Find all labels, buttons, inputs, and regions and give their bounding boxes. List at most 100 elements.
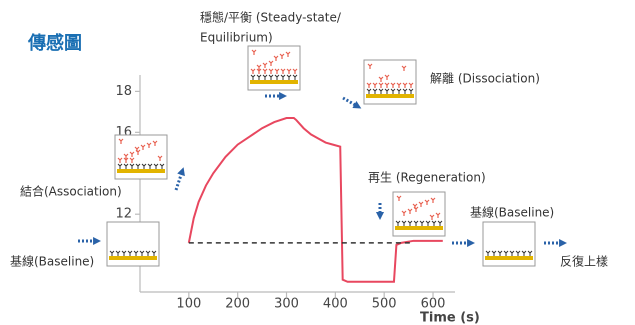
- receptor: [497, 250, 503, 256]
- sensor-surface: [366, 94, 414, 98]
- free-analyte: [152, 140, 158, 146]
- annotation: 解離 (Dissociation): [430, 72, 540, 86]
- receptor: [109, 250, 115, 256]
- free-analyte: [157, 155, 163, 161]
- sensor-illustration: [392, 191, 446, 237]
- bound-analyte: [366, 82, 372, 88]
- arrow-head: [279, 91, 287, 101]
- bound-analyte: [378, 82, 384, 88]
- annotation: Equilibrium): [200, 31, 273, 45]
- receptor: [135, 163, 141, 169]
- receptor: [151, 250, 157, 256]
- arrow-head: [467, 238, 475, 248]
- bound-analyte: [274, 68, 280, 74]
- bound-analyte: [396, 82, 402, 88]
- receptor: [250, 74, 256, 80]
- annotation: 再生 (Regeneration): [368, 171, 486, 185]
- receptor: [133, 250, 139, 256]
- free-analyte: [412, 203, 418, 209]
- free-analyte: [285, 51, 291, 57]
- receptor: [407, 220, 413, 226]
- annotation: 基線(Baseline): [470, 205, 554, 220]
- receptor: [274, 74, 280, 80]
- receptor: [515, 250, 521, 256]
- receptor: [396, 88, 402, 94]
- bound-analyte: [292, 68, 298, 74]
- annotation: 基線(Baseline): [10, 254, 94, 269]
- receptor: [147, 163, 153, 169]
- sensor-surface: [250, 80, 298, 84]
- arrow-head: [375, 212, 385, 220]
- sensor-surface: [395, 226, 443, 230]
- free-analyte: [396, 195, 402, 201]
- receptor: [425, 220, 431, 226]
- annotation: 穩態/平衡 (Steady-state/: [200, 10, 342, 25]
- sensor-illustration: [482, 221, 536, 267]
- receptor: [256, 74, 262, 80]
- x-tick-label: 600: [421, 297, 446, 312]
- receptor: [413, 220, 419, 226]
- bound-analyte: [117, 157, 123, 163]
- sensor-surface: [117, 169, 165, 173]
- free-analyte: [262, 62, 268, 68]
- free-analyte: [140, 144, 146, 150]
- arrow: [174, 171, 184, 191]
- receptor: [390, 88, 396, 94]
- free-analyte: [407, 208, 413, 214]
- bound-analyte: [123, 157, 129, 163]
- receptor: [292, 74, 298, 80]
- receptor: [378, 88, 384, 94]
- bound-analyte: [129, 157, 135, 163]
- bound-analyte: [408, 82, 414, 88]
- receptor: [123, 163, 129, 169]
- receptor: [431, 220, 437, 226]
- receptor: [401, 220, 407, 226]
- receptor: [139, 250, 145, 256]
- x-axis-label: Time (s): [420, 311, 480, 325]
- receptor: [262, 74, 268, 80]
- free-analyte: [134, 146, 140, 152]
- bound-analyte: [250, 68, 256, 74]
- receptor: [145, 250, 151, 256]
- receptor: [115, 250, 121, 256]
- signal-line: [187, 116, 443, 283]
- receptor: [402, 88, 408, 94]
- x-tick-label: 200: [225, 297, 250, 312]
- free-analyte: [401, 65, 407, 71]
- sensor-surface: [485, 256, 533, 260]
- receptor: [437, 220, 443, 226]
- receptor: [491, 250, 497, 256]
- arrow-head: [93, 236, 101, 246]
- free-analyte: [401, 210, 407, 216]
- free-analyte: [418, 201, 424, 207]
- free-analyte: [268, 60, 274, 66]
- x-tick-label: 300: [274, 297, 299, 312]
- free-analyte: [367, 63, 373, 69]
- bound-analyte: [262, 68, 268, 74]
- bound-analyte: [268, 68, 274, 74]
- y-tick-label: 12: [115, 207, 132, 222]
- bound-analyte: [390, 82, 396, 88]
- free-analyte: [429, 214, 435, 220]
- sensor-surface: [109, 256, 157, 260]
- receptor: [121, 250, 127, 256]
- free-analyte: [123, 153, 129, 159]
- free-analyte: [273, 55, 279, 61]
- receptor: [366, 88, 372, 94]
- receptor: [280, 74, 286, 80]
- receptor: [129, 163, 135, 169]
- annotation: 反復上樣: [560, 254, 608, 269]
- receptor: [372, 88, 378, 94]
- bound-analyte: [286, 68, 292, 74]
- receptor: [395, 220, 401, 226]
- receptor: [153, 163, 159, 169]
- x-tick-label: 500: [372, 297, 397, 312]
- bound-analyte: [280, 68, 286, 74]
- sensor-illustration: [106, 221, 160, 267]
- receptor: [384, 88, 390, 94]
- receptor: [503, 250, 509, 256]
- sensor-illustration: [247, 45, 301, 91]
- x-tick-label: 400: [323, 297, 348, 312]
- y-tick-label: 18: [115, 84, 132, 99]
